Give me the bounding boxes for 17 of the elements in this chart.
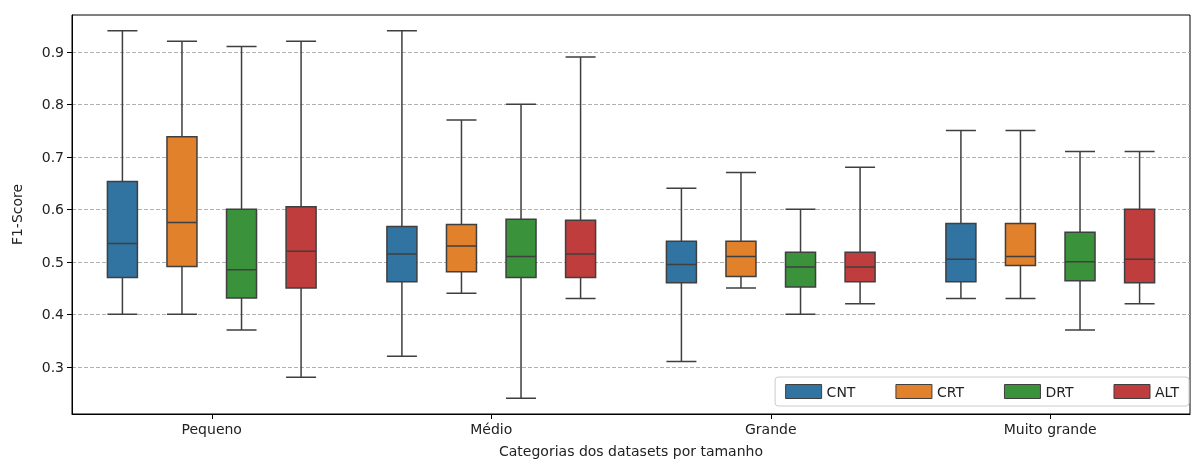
legend-label: CRT [936, 383, 965, 400]
x-axis-title: Categorias dos datasets por tamanho [498, 443, 764, 459]
legend-label: ALT [1155, 383, 1180, 400]
y-tick-label: 0.8 [41, 96, 64, 113]
y-tick-label: 0.7 [41, 148, 64, 165]
y-axis-title: F1-Score [9, 183, 25, 246]
x-tick-label: Médio [470, 421, 513, 437]
legend-label: CNT [826, 383, 856, 400]
legend-label: DRT [1045, 383, 1074, 400]
x-tick-label: Muito grande [1003, 421, 1097, 437]
y-tick-label: 0.5 [41, 253, 64, 270]
y-tick-label: 0.4 [41, 306, 65, 323]
x-tick-label: Pequeno [181, 421, 242, 437]
y-tick-label: 0.6 [41, 201, 65, 218]
y-tick-label: 0.3 [41, 358, 64, 375]
y-tick-label: 0.9 [41, 43, 64, 60]
x-tick-label: Grande [744, 421, 797, 437]
